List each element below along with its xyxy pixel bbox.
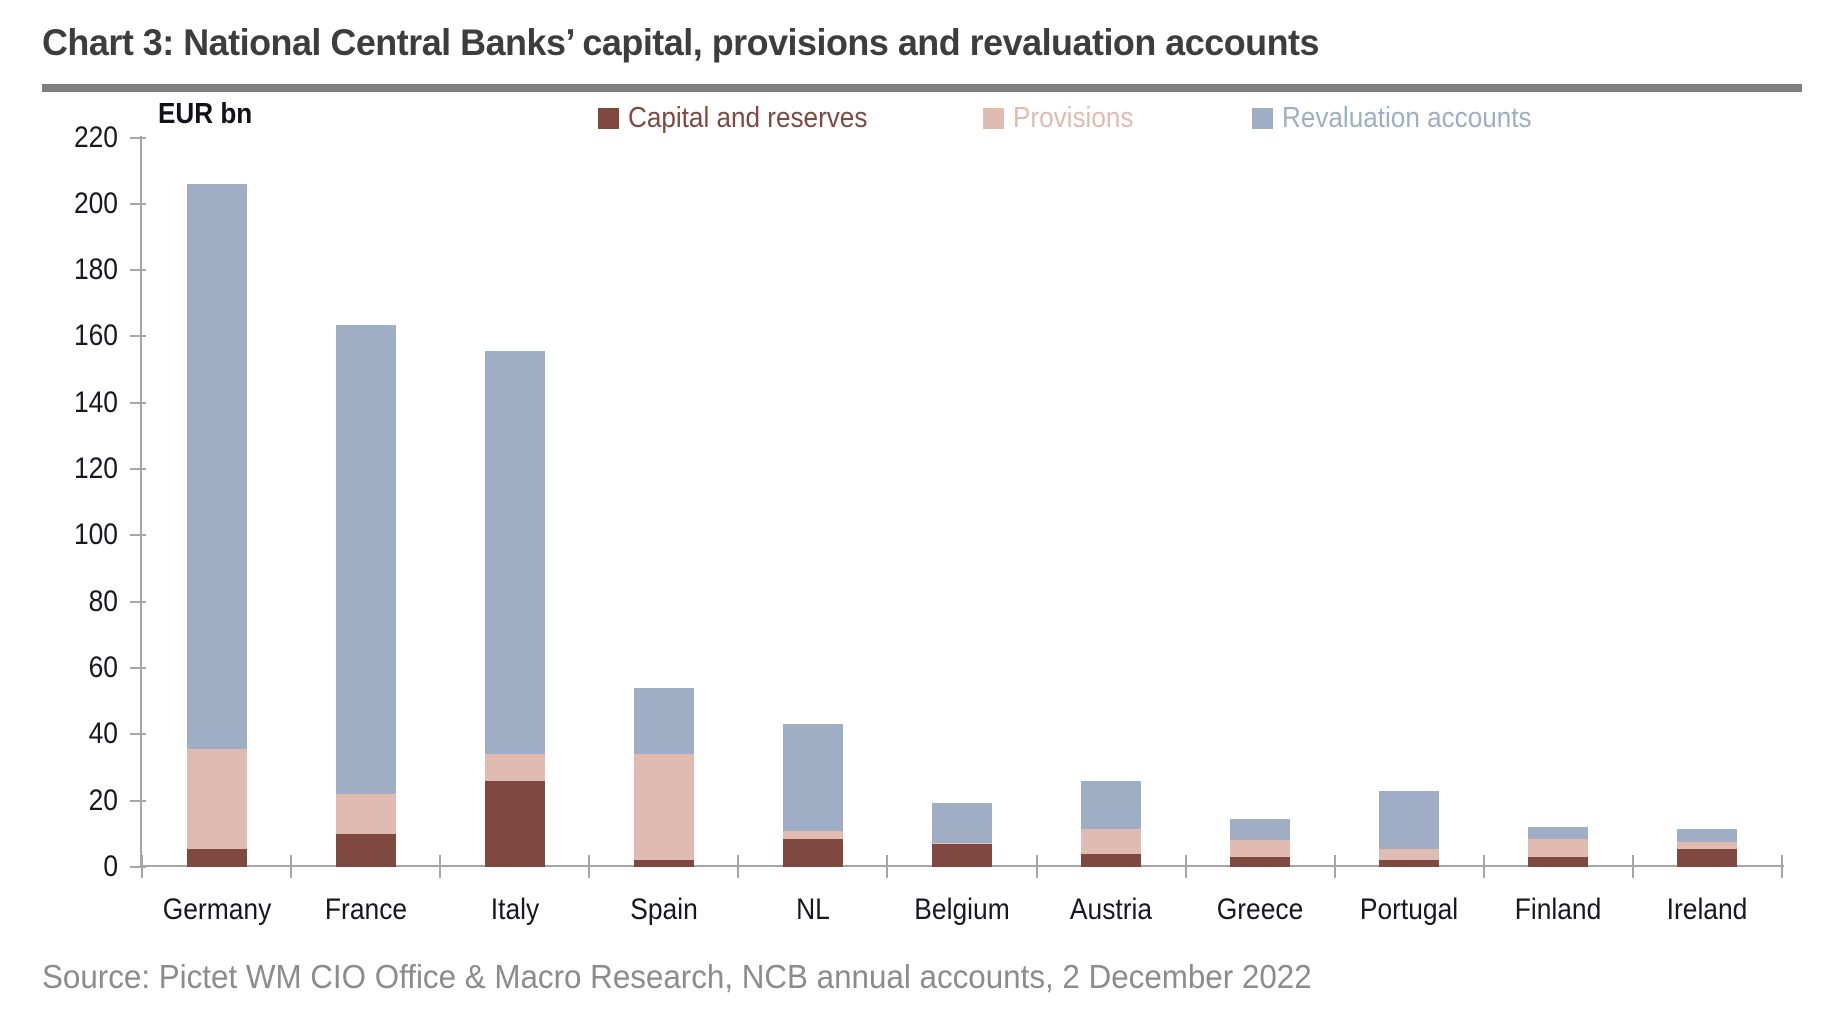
bar-segment-greece-capital-and-reserves [1230,857,1291,867]
legend-swatch-provisions [983,108,1004,129]
bar-segment-italy-provisions [484,754,545,781]
bar-segment-portugal-capital-and-reserves [1379,860,1440,867]
y-axis-tick-label-200: 200 [73,186,118,220]
bar-segment-greece-revaluation-accounts [1230,818,1291,841]
y-axis-tick-label-160: 160 [73,319,118,353]
y-axis-unit-label: EUR bn [158,98,253,130]
bar-segment-portugal-revaluation-accounts [1379,790,1440,849]
bar-segment-spain-provisions [633,754,694,861]
bar-segment-italy-capital-and-reserves [484,780,545,867]
bar-segment-austria-revaluation-accounts [1081,780,1142,829]
x-axis-tick-0 [141,855,143,878]
y-axis-tick-40 [130,733,146,736]
y-axis-tick-120 [130,468,146,471]
bar-segment-germany-capital-and-reserves [186,848,247,867]
bar-segment-austria-provisions [1081,828,1142,854]
legend-swatch-revaluation-accounts [1252,108,1273,129]
bar-segment-nl-provisions [782,830,843,839]
y-axis-tick-0 [130,866,146,868]
x-axis-tick-5 [886,855,889,878]
legend-item-provisions: Provisions [983,102,1147,135]
bar-segment-ireland-capital-and-reserves [1677,848,1738,867]
legend-item-revaluation-accounts: Revaluation accounts [1252,102,1559,135]
x-axis-category-label-italy: Italy [490,893,539,926]
y-axis-tick-label-180: 180 [73,253,118,287]
x-axis-tick-8 [1333,855,1336,878]
x-axis-tick-6 [1035,855,1038,878]
bar-segment-greece-provisions [1230,840,1291,858]
bar-segment-portugal-provisions [1379,848,1440,861]
x-axis-tick-11 [1781,855,1783,878]
y-axis-tick-label-220: 220 [73,120,118,154]
bar-segment-austria-capital-and-reserves [1081,853,1142,867]
y-axis-tick-60 [130,667,146,670]
x-axis-category-label-greece: Greece [1216,893,1304,926]
x-axis-category-label-austria: Austria [1069,893,1153,926]
y-axis-tick-220 [130,136,146,139]
source-line: Source: Pictet WM CIO Office & Macro Res… [42,958,1312,995]
chart-title: Chart 3: National Central Banks’ capital… [42,22,1319,63]
y-axis-tick-20 [130,799,146,802]
legend-label-capital-and-reserves: Capital and reserves [628,102,868,134]
legend-label-provisions: Provisions [1013,102,1134,134]
bar-segment-france-capital-and-reserves [335,833,396,867]
bar-segment-germany-revaluation-accounts [186,183,247,750]
y-axis-tick-label-80: 80 [88,584,118,618]
legend-label-revaluation-accounts: Revaluation accounts [1282,102,1532,134]
bar-segment-germany-provisions [186,749,247,849]
x-axis-tick-1 [290,855,293,878]
y-axis-tick-200 [130,202,146,205]
bar-segment-france-revaluation-accounts [335,324,396,795]
y-axis-tick-180 [130,269,146,272]
x-axis-tick-9 [1482,855,1485,878]
x-axis-tick-4 [737,855,740,878]
y-axis-line [140,136,142,867]
legend-swatch-capital-and-reserves [598,108,619,129]
x-axis-category-label-spain: Spain [630,893,698,926]
x-axis-tick-2 [439,855,442,878]
x-axis-category-label-finland: Finland [1515,893,1602,926]
x-axis-category-label-belgium: Belgium [914,893,1010,926]
x-axis-tick-3 [588,855,591,878]
bar-segment-finland-provisions [1528,838,1589,858]
bar-segment-finland-revaluation-accounts [1528,827,1589,839]
y-axis-tick-label-40: 40 [88,717,118,751]
x-axis-category-label-germany: Germany [162,893,271,926]
bar-segment-ireland-revaluation-accounts [1677,828,1738,843]
bar-segment-spain-revaluation-accounts [633,687,694,755]
y-axis-tick-label-140: 140 [73,385,118,419]
y-axis-tick-140 [130,401,146,404]
y-axis-tick-100 [130,534,146,537]
bar-segment-nl-revaluation-accounts [782,724,843,831]
x-axis-tick-7 [1184,855,1187,878]
bar-segment-finland-capital-and-reserves [1528,857,1589,867]
y-axis-tick-label-0: 0 [103,850,118,883]
bar-segment-italy-revaluation-accounts [484,351,545,755]
bar-segment-ireland-provisions [1677,842,1738,849]
x-axis-category-label-ireland: Ireland [1667,893,1748,926]
legend-item-capital-and-reserves: Capital and reserves [598,102,894,135]
y-axis-tick-label-120: 120 [73,452,118,486]
x-axis-tick-10 [1631,855,1634,878]
bar-segment-belgium-provisions [932,842,992,844]
y-axis-tick-80 [130,600,146,603]
bar-segment-nl-capital-and-reserves [782,838,843,867]
bar-segment-france-provisions [335,794,396,834]
y-axis-tick-label-60: 60 [88,651,118,685]
x-axis-category-label-portugal: Portugal [1360,893,1459,926]
y-axis-tick-160 [130,335,146,338]
bar-segment-spain-capital-and-reserves [633,860,694,867]
title-underline-rule [42,84,1802,92]
x-axis-category-label-nl: NL [796,893,830,926]
bar-segment-belgium-revaluation-accounts [932,803,992,843]
y-axis-tick-label-100: 100 [73,518,118,552]
x-axis-category-label-france: France [324,893,407,926]
y-axis-tick-label-20: 20 [88,783,118,817]
bar-segment-belgium-capital-and-reserves [932,843,992,867]
